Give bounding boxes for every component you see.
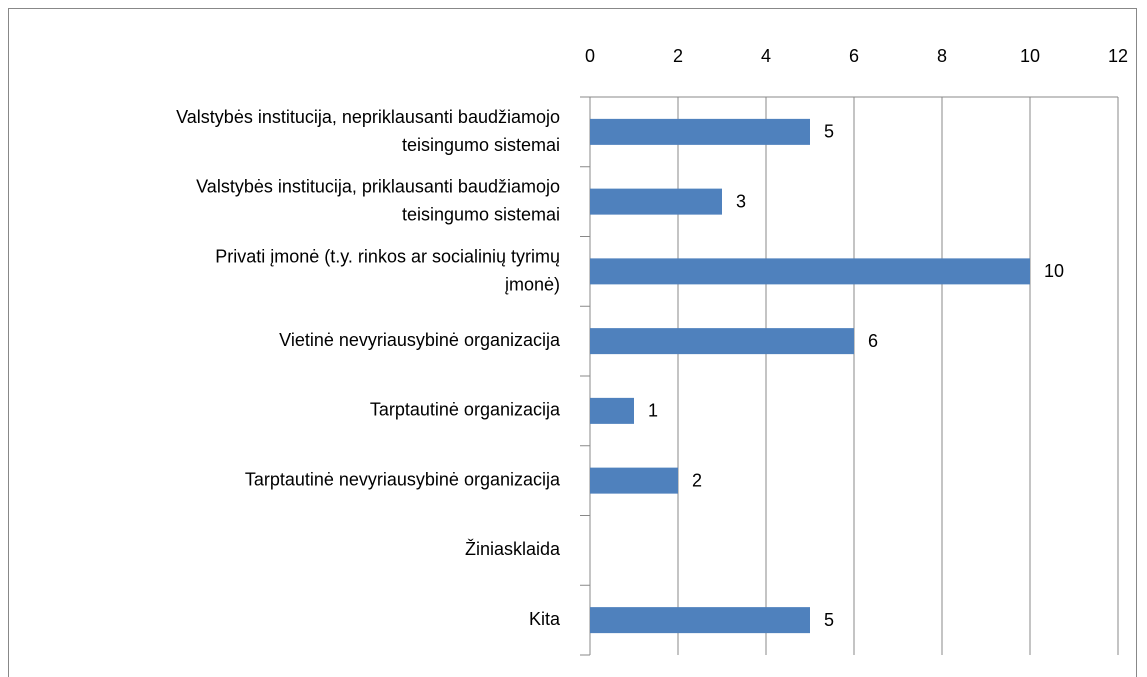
y-tick-label: Valstybės institucija, priklausanti baud… [196, 176, 560, 224]
y-tick-label: Žiniasklaida [465, 539, 561, 559]
bar [590, 607, 810, 634]
data-label: 5 [824, 122, 834, 142]
bar [590, 118, 810, 145]
bar [590, 328, 854, 355]
x-tick-label: 2 [673, 46, 683, 66]
x-tick-label: 0 [585, 46, 595, 66]
bar [590, 258, 1030, 285]
data-label: 2 [692, 470, 702, 490]
bar [590, 188, 722, 215]
x-tick-label: 8 [937, 46, 947, 66]
y-tick-label: Tarptautinė organizacija [370, 400, 561, 420]
y-tick-label: Privati įmonė (t.y. rinkos ar socialinių… [215, 246, 560, 294]
y-tick-label: Kita [529, 609, 561, 629]
data-label: 3 [736, 191, 746, 211]
data-label: 10 [1044, 261, 1064, 281]
y-tick-label: Vietinė nevyriausybinė organizacija [279, 330, 561, 350]
bar [590, 467, 678, 494]
data-label: 1 [648, 401, 658, 421]
data-label: 5 [824, 610, 834, 630]
bar [590, 397, 634, 424]
y-tick-label: Tarptautinė nevyriausybinė organizacija [245, 469, 561, 489]
x-tick-label: 6 [849, 46, 859, 66]
x-tick-label: 4 [761, 46, 771, 66]
x-tick-label: 12 [1108, 46, 1128, 66]
y-tick-label: Valstybės institucija, nepriklausanti ba… [176, 107, 560, 155]
x-tick-label: 10 [1020, 46, 1040, 66]
data-label: 6 [868, 331, 878, 351]
chart-border [8, 8, 1137, 677]
